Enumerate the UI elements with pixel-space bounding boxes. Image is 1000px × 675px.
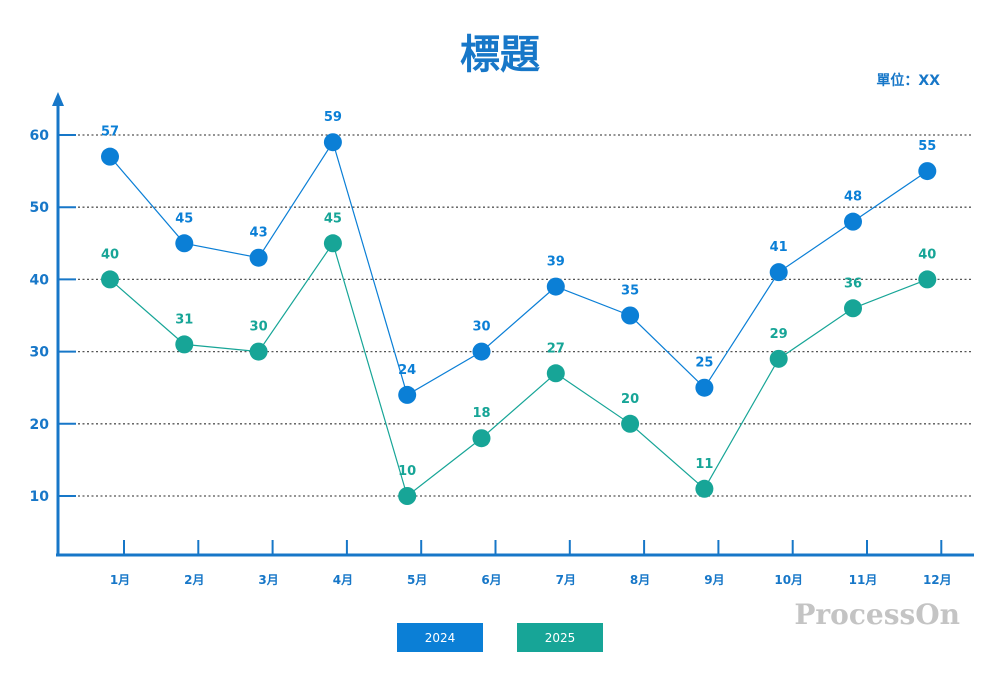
data-point-2025 xyxy=(101,270,119,289)
data-point-2024 xyxy=(918,162,937,181)
data-point-2025 xyxy=(918,270,937,289)
x-tick-label: 7月 xyxy=(556,573,576,587)
chart-title: 標題 xyxy=(460,32,540,78)
data-label-2025: 36 xyxy=(844,276,862,291)
data-label-2024: 25 xyxy=(695,356,713,371)
y-tick-label: 50 xyxy=(30,200,50,216)
data-label-2025: 45 xyxy=(324,211,342,226)
data-label-2024: 41 xyxy=(770,240,788,255)
data-label-2025: 11 xyxy=(695,457,713,472)
data-point-2024 xyxy=(695,378,714,397)
data-point-2025 xyxy=(249,342,268,361)
x-tick-label: 4月 xyxy=(333,573,353,587)
data-label-2024: 45 xyxy=(175,211,193,226)
data-point-2024 xyxy=(769,263,788,282)
x-tick-label: 12月 xyxy=(923,573,952,587)
data-point-2024 xyxy=(175,234,194,253)
y-axis-arrow xyxy=(52,92,64,106)
data-point-2025 xyxy=(844,299,862,318)
x-tick-label: 11月 xyxy=(849,573,878,587)
series-line-2024 xyxy=(109,140,928,396)
data-point-2024 xyxy=(398,385,417,404)
y-tick-label: 30 xyxy=(30,345,50,361)
x-tick-label: 8月 xyxy=(630,573,650,587)
x-tick-label: 9月 xyxy=(704,573,724,587)
data-point-2024 xyxy=(621,306,640,325)
x-tick-label: 5月 xyxy=(407,573,427,587)
x-tick-label: 2月 xyxy=(184,573,204,587)
y-tick-label: 40 xyxy=(30,272,50,288)
series-line-2025 xyxy=(109,241,928,498)
data-point-2025 xyxy=(323,234,342,253)
data-point-2025 xyxy=(472,429,491,448)
watermark: ProcessOn xyxy=(794,598,960,631)
y-tick-label: 20 xyxy=(30,417,50,433)
data-point-2025 xyxy=(175,335,194,354)
data-label-2025: 40 xyxy=(918,247,936,262)
data-label-2025: 20 xyxy=(621,392,639,407)
data-label-2024: 55 xyxy=(918,139,936,154)
data-point-2025 xyxy=(546,364,565,383)
x-tick-label: 10月 xyxy=(774,573,803,587)
data-point-2024 xyxy=(844,212,862,231)
data-point-2025 xyxy=(695,479,714,498)
legend-label-2024: 2024 xyxy=(424,630,456,645)
data-label-2024: 35 xyxy=(621,284,639,299)
data-label-2025: 29 xyxy=(770,327,788,342)
data-point-2025 xyxy=(398,487,417,505)
data-label-2024: 43 xyxy=(250,226,268,241)
x-tick-label: 3月 xyxy=(258,573,278,587)
unit-label: 單位：XX xyxy=(876,73,940,89)
legend-label-2025: 2025 xyxy=(544,630,576,645)
x-tick-label: 1月 xyxy=(110,573,130,587)
data-point-2024 xyxy=(323,133,342,152)
data-label-2024: 57 xyxy=(101,125,119,140)
data-label-2025: 27 xyxy=(547,341,565,356)
data-label-2025: 30 xyxy=(250,320,268,335)
y-tick-label: 60 xyxy=(30,128,50,144)
data-label-2024: 30 xyxy=(472,320,490,335)
legend-item-2025[interactable]: 2025 xyxy=(517,623,603,652)
legend-item-2024[interactable]: 2024 xyxy=(397,623,483,652)
legend: 2024 2025 xyxy=(0,623,1000,652)
data-label-2025: 40 xyxy=(101,247,119,262)
data-point-2025 xyxy=(769,349,788,368)
data-point-2024 xyxy=(546,277,565,296)
data-label-2024: 24 xyxy=(398,363,416,378)
data-label-2025: 31 xyxy=(175,312,193,327)
data-label-2024: 59 xyxy=(324,110,342,125)
data-point-2024 xyxy=(101,147,119,166)
data-label-2025: 18 xyxy=(472,406,490,421)
x-tick-label: 6月 xyxy=(481,573,501,587)
data-point-2024 xyxy=(249,248,268,267)
data-label-2024: 48 xyxy=(844,190,862,205)
data-point-2024 xyxy=(472,342,491,361)
data-label-2024: 39 xyxy=(547,255,565,270)
data-label-2025: 10 xyxy=(398,464,416,479)
y-tick-label: 10 xyxy=(30,489,50,505)
data-point-2025 xyxy=(621,414,640,433)
